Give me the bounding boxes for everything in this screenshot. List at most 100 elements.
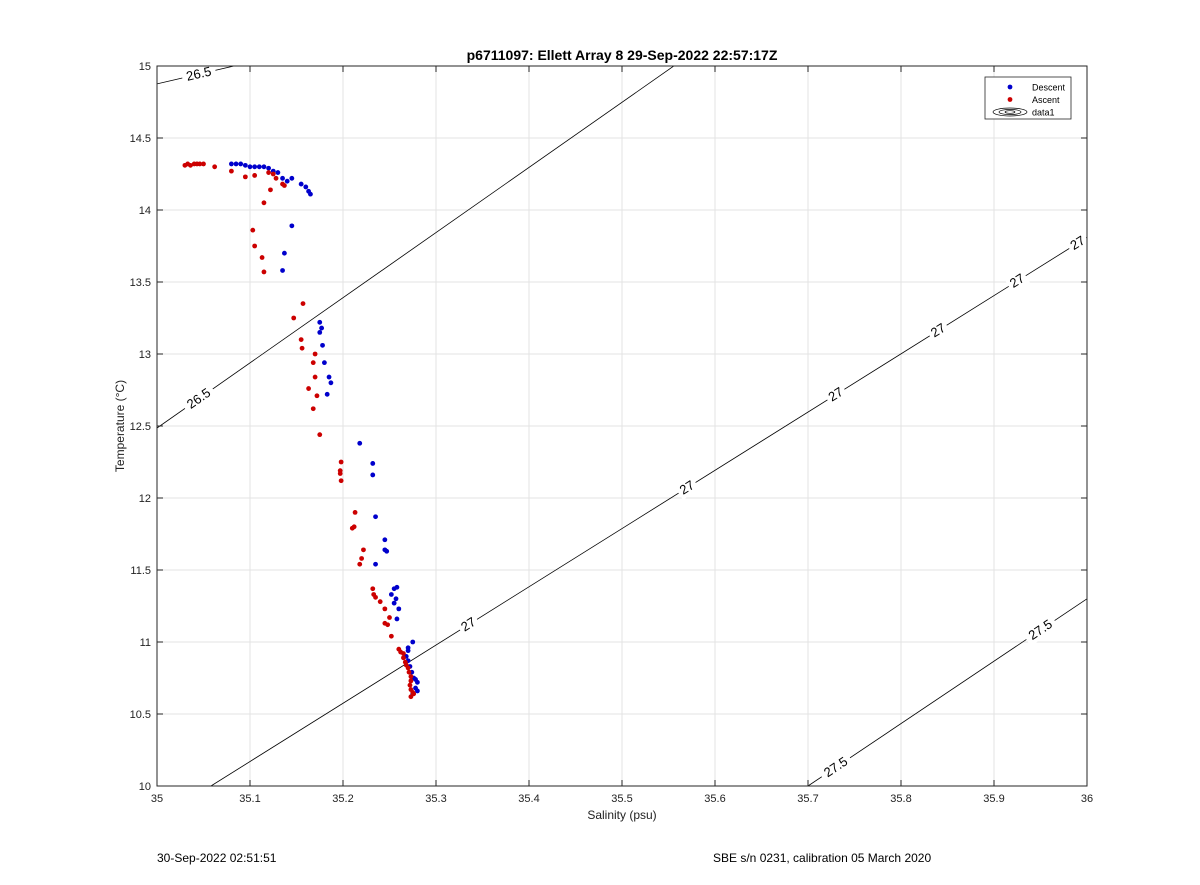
ascent-point [310, 406, 316, 412]
descent-point [282, 250, 287, 256]
x-tick-label: 35.2 [332, 793, 353, 805]
descent-point [405, 648, 411, 654]
y-tick-label: 14.5 [130, 133, 151, 145]
descent-point [324, 391, 330, 397]
contour-label-group: 26.5 [180, 62, 218, 86]
ascent-point [300, 301, 306, 306]
contour-label-bg [1021, 613, 1060, 647]
ascent-point [349, 525, 355, 531]
ascent-point [197, 161, 203, 167]
y-tick-label: 12.5 [130, 421, 151, 433]
contour-label: 27 [677, 477, 697, 497]
ascent-point [377, 599, 383, 605]
contour-label-bg [180, 382, 218, 416]
ascent-point [266, 170, 271, 175]
ascent-point [408, 674, 414, 679]
contour-label-group: 27 [823, 382, 849, 407]
ascent-point [242, 174, 248, 180]
legend-label: Ascent [1032, 95, 1060, 105]
descent-point [373, 561, 378, 567]
ascent-point [310, 360, 316, 366]
ascent-point [188, 162, 193, 168]
descent-point [280, 175, 285, 181]
descent-point [261, 164, 267, 170]
legend-label: Descent [1032, 83, 1066, 93]
y-tick-label: 14 [139, 205, 151, 217]
ascent-point [317, 432, 323, 438]
y-tick-label: 10 [139, 781, 151, 793]
ascent-point [314, 393, 320, 399]
ascent-point [201, 161, 206, 167]
ascent-point [298, 337, 304, 342]
x-tick-label: 35.8 [890, 793, 911, 805]
footer-calibration: SBE s/n 0231, calibration 05 March 2020 [713, 851, 932, 865]
ascent-point [373, 594, 378, 600]
contour-label-group: 27 [1064, 231, 1091, 256]
ascent-point [382, 606, 388, 612]
footer-timestamp: 30-Sep-2022 02:51:51 [157, 851, 277, 865]
ascent-point [407, 682, 413, 688]
ascent-point [229, 168, 234, 174]
contour-label-group: 27 [674, 475, 700, 500]
ascent-point [338, 478, 344, 484]
ascent-point [401, 651, 406, 656]
x-tick-label: 35.6 [704, 793, 725, 805]
contour-label-bg [925, 318, 951, 343]
contour-label-bg [674, 475, 700, 500]
contour-label-bg [1004, 268, 1030, 294]
descent-point [396, 606, 402, 612]
descent-point [393, 596, 399, 602]
contour-label-group: 27 [1004, 268, 1030, 294]
descent-point [410, 639, 416, 645]
legend-contour-icon [1004, 110, 1016, 114]
ascent-point [212, 164, 218, 170]
descent-point [384, 548, 390, 554]
y-tick-label: 11 [140, 637, 151, 649]
ascent-point [405, 665, 411, 671]
descent-point [317, 319, 323, 325]
ascent-point [385, 622, 391, 628]
contour-label-group: 27 [455, 612, 482, 637]
ascent-point [299, 345, 305, 351]
contour-label: 27 [1007, 270, 1027, 290]
legend-label: data1 [1032, 108, 1055, 118]
legend-marker-ascent [1007, 97, 1013, 102]
descent-point [391, 586, 397, 592]
contour-label: 27 [458, 614, 478, 634]
x-tick-label: 35 [151, 793, 163, 805]
x-tick-label: 35.9 [983, 793, 1004, 805]
descent-point [284, 178, 290, 184]
descent-point [256, 164, 262, 170]
legend-contour-icon [992, 107, 1028, 117]
ascent-point [306, 386, 311, 391]
x-tick-label: 35.4 [518, 793, 539, 805]
ascent-point [338, 459, 344, 465]
ascent-point [406, 669, 412, 675]
descent-point [298, 181, 304, 187]
descent-point [247, 164, 253, 170]
ascent-point [270, 171, 276, 177]
descent-point [275, 170, 281, 175]
x-tick-label: 35.7 [797, 793, 818, 805]
descent-point [319, 325, 325, 331]
ascent-point [259, 255, 265, 260]
ascent-point [361, 547, 366, 553]
legend-contour-icon [998, 109, 1022, 115]
ascent-point [370, 586, 376, 592]
ascent-point [312, 351, 318, 357]
descent-point [242, 162, 248, 168]
ascent-point [250, 227, 256, 233]
x-tick-label: 35.3 [425, 793, 446, 805]
descent-point [308, 191, 313, 197]
descent-point [252, 164, 258, 170]
ascent-point [261, 200, 267, 206]
y-axis-label: Temperature (°C) [113, 380, 127, 472]
y-tick-label: 13.5 [130, 277, 151, 289]
contour-label-group: 27 [925, 318, 951, 343]
descent-point [373, 514, 378, 520]
ascent-point [408, 694, 414, 700]
descent-point [357, 440, 363, 446]
density-contour-line [157, 66, 675, 429]
ascent-point [291, 315, 297, 321]
